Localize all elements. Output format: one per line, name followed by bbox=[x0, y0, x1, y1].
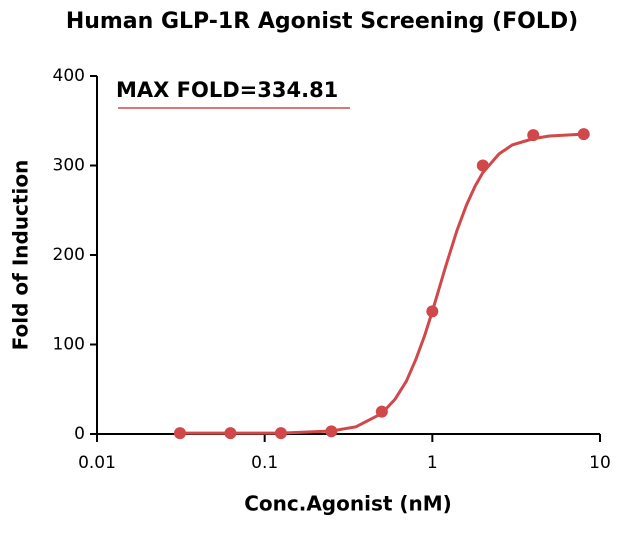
y-tick-label: 100 bbox=[53, 335, 85, 355]
x-tick-label: 10 bbox=[589, 453, 611, 473]
x-tick-label: 1 bbox=[427, 453, 438, 473]
y-tick-label: 400 bbox=[53, 66, 85, 86]
annotation: MAX FOLD=334.81 bbox=[116, 78, 338, 102]
data-point bbox=[476, 159, 489, 172]
data-point bbox=[224, 427, 237, 440]
data-point bbox=[274, 427, 287, 440]
y-tick-label: 0 bbox=[74, 424, 85, 444]
x-axis-label: Conc.Agonist (nM) bbox=[244, 492, 452, 516]
x-tick-label: 0.1 bbox=[251, 453, 278, 473]
fit-curve bbox=[179, 132, 584, 435]
y-tick-label: 200 bbox=[53, 245, 85, 265]
chart-title: Human GLP-1R Agonist Screening (FOLD) bbox=[66, 9, 578, 34]
data-point bbox=[527, 129, 540, 142]
data-point bbox=[375, 405, 388, 418]
y-tick-label: 300 bbox=[53, 156, 85, 176]
data-point bbox=[577, 128, 590, 141]
y-axis-label: Fold of Induction bbox=[9, 160, 33, 351]
data-point bbox=[426, 305, 439, 318]
data-point bbox=[173, 427, 186, 440]
data-point bbox=[325, 425, 338, 438]
x-tick-label: 0.01 bbox=[78, 453, 116, 473]
